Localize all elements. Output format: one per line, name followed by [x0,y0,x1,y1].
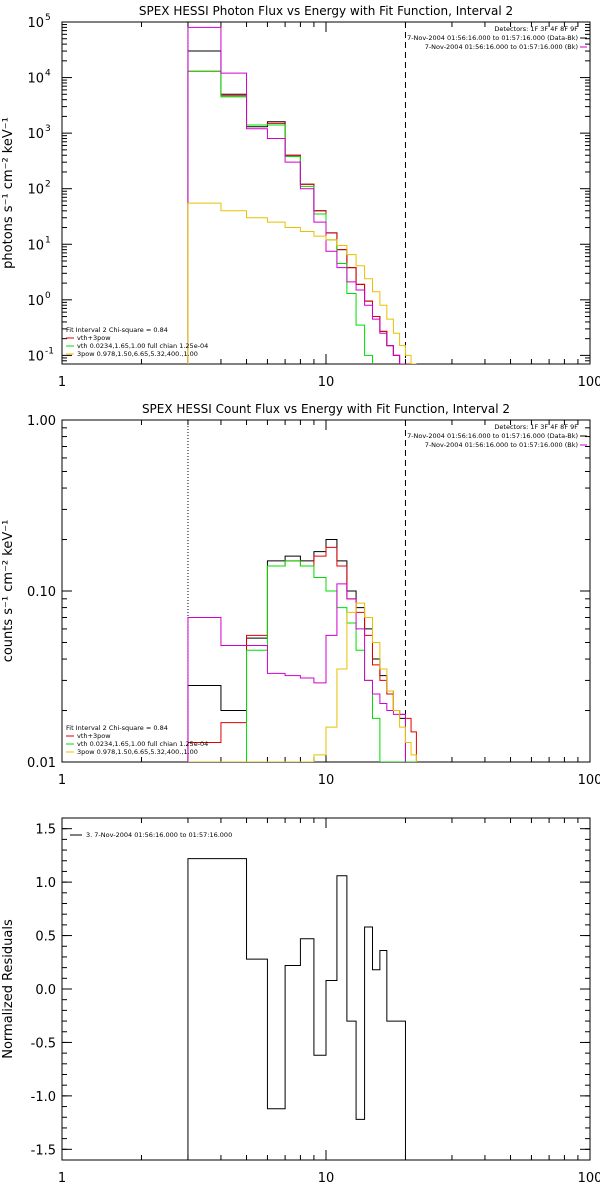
legend-left-entry: vth+3pow [77,732,111,740]
axis-frame [61,21,591,365]
legend-right-entry: 7-Nov-2004 01:56:16.000 to 01:57:16.000 … [407,432,578,440]
y-tick-label: 1.5 [35,823,56,838]
y-tick-exponent: 3 [45,124,51,134]
legend-left-entry: vth+3pow [77,334,111,342]
legend-right-entry: Detectors: 1F 3F 4F 8F 9F [494,423,578,431]
yellow-series-line [187,602,417,762]
x-tick-label: 10 [318,1171,335,1186]
legend-top-entry: 3. 7-Nov-2004 01:56:16.000 to 01:57:16.0… [86,831,232,839]
y-axis-label: Normalized Residuals [1,919,16,1059]
residuals-chart: Normalized Residuals 1 10 100 -1.5 -1.0 -0.5 0.… [1,817,600,1186]
series-group [187,858,406,1160]
y-tick-label: -1.0 [31,1090,56,1105]
y-tick-label: 10 [27,16,44,31]
y-tick-label: 10 [27,294,44,309]
series-group [187,539,417,762]
y-tick-exponent: 1 [45,235,51,245]
legend-right-entry: 7-Nov-2004 01:56:16.000 to 01:57:16.000 … [407,34,578,42]
y-axis-label: counts s⁻¹ cm⁻² keV⁻¹ [1,520,16,663]
magenta-series-line [187,583,406,762]
legend-right-entry: 7-Nov-2004 01:56:16.000 to 01:57:16.000 … [425,43,578,51]
y-tick-label: 0.0 [35,983,56,998]
y-tick-label: 0.10 [27,585,56,600]
green-series-line [187,560,417,762]
x-tick-label: 1 [58,773,66,788]
y-tick-exponent: -1 [45,346,54,356]
x-tick-label: 1 [58,375,66,390]
red-series-line [187,546,417,762]
y-tick-label: -1.5 [31,1143,56,1158]
y-tick-label: 10 [27,183,44,198]
y-tick-label: 1.00 [27,414,56,429]
y-tick-label: 1.0 [35,876,56,891]
count-flux-chart: SPEX HESSI Count Flux vs Energy with Fit… [1,402,600,788]
legend-left-entry: 3pow 0.978,1.50,6.65,5.32,400.,1.00 [77,748,198,756]
x-tick-label: 10 [318,773,335,788]
chart-title: SPEX HESSI Photon Flux vs Energy with Fi… [139,4,513,18]
chart-title: SPEX HESSI Count Flux vs Energy with Fit… [142,402,510,416]
y-tick-label: 10 [27,127,44,142]
legend-left-entry: 3pow 0.978,1.50,6.65,5.32,400.,1.00 [77,350,198,358]
x-tick-label: 100 [578,375,600,390]
y-tick-label: 0.5 [35,930,56,945]
y-tick-label: 10 [27,238,44,253]
y-tick-label: -0.5 [31,1036,56,1051]
y-tick-exponent: 2 [45,180,51,190]
y-tick-exponent: 4 [45,69,51,79]
x-tick-label: 10 [318,375,335,390]
legend-left-entry: vth 0.0234,1.65,1.00 full chian 1.25e-04 [77,740,208,748]
green-series-line [187,70,373,364]
black-series-line [187,858,406,1160]
legend-left-entry: Fit Interval 2 Chi-square = 0.84 [66,724,168,732]
legend-left-entry: Fit Interval 2 Chi-square = 0.84 [66,326,168,334]
x-tick-label: 1 [58,1171,66,1186]
photon-flux-chart: SPEX HESSI Photon Flux vs Energy with Fi… [1,4,600,390]
yellow-series-line [187,202,417,364]
y-tick-exponent: 0 [45,291,51,301]
y-axis-label: photons s⁻¹ cm⁻² keV⁻¹ [1,117,16,269]
red-series-line [187,70,417,364]
legend-left-entry: vth 0.0234,1.65,1.00 full chian 1.25e-04 [77,342,208,350]
y-tick-exponent: 5 [45,13,51,23]
x-tick-label: 100 [578,773,600,788]
y-tick-label: 10 [27,72,44,87]
series-group [187,26,417,364]
y-tick-label: 0.01 [27,756,56,771]
legend-right-entry: Detectors: 1F 3F 4F 8F 9F [494,25,578,33]
x-tick-label: 100 [578,1171,600,1186]
legend-right-entry: 7-Nov-2004 01:56:16.000 to 01:57:16.000 … [425,441,578,449]
y-tick-label: 10 [27,349,44,364]
magenta-series-line [187,26,406,364]
